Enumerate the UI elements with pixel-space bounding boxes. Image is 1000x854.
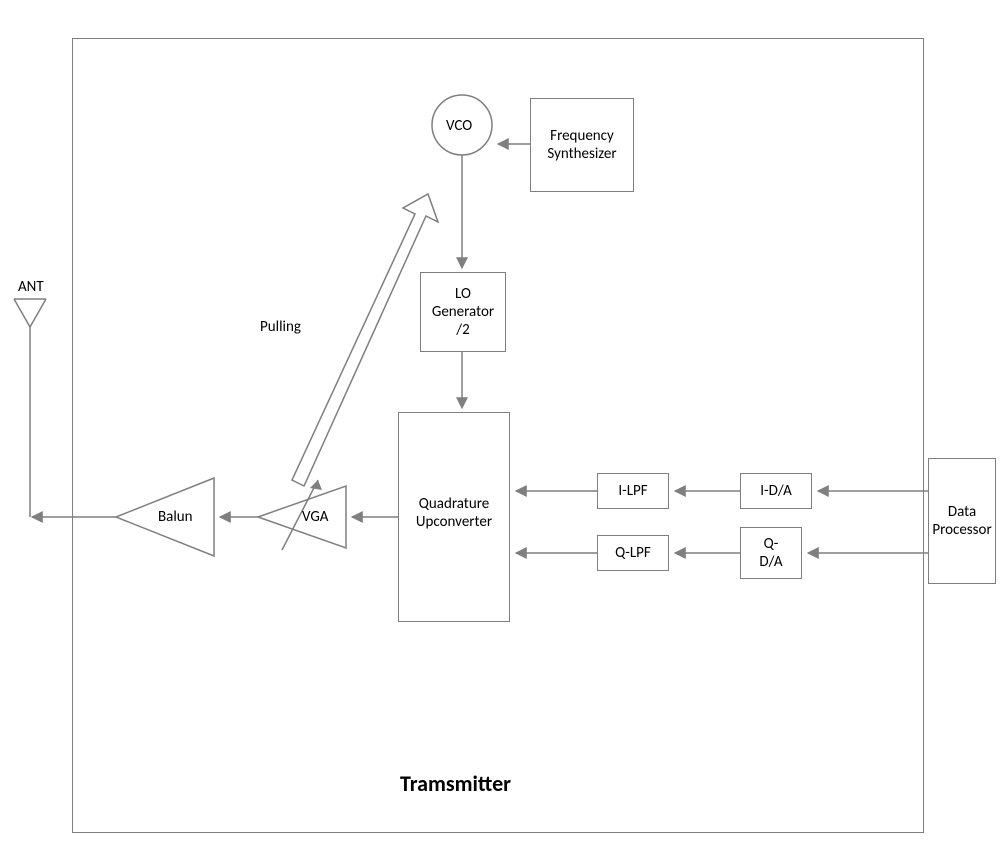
ant-label: ANT — [18, 278, 44, 296]
diagram-canvas: ANT VCO Pulling VGA Balun Frequency Synt… — [0, 0, 1000, 854]
balun-label: Balun — [158, 508, 193, 526]
freq-synth-node: Frequency Synthesizer — [530, 98, 634, 192]
q-lpf-label: Q-LPF — [615, 544, 651, 562]
q-da-node: Q- D/A — [740, 527, 802, 579]
lo-gen-label: LO Generator /2 — [432, 285, 494, 339]
i-lpf-label: I-LPF — [618, 482, 647, 500]
antenna-icon — [14, 299, 46, 517]
quad-up-label: Quadrature Upconverter — [399, 495, 509, 531]
vco-label: VCO — [446, 117, 472, 135]
i-lpf-node: I-LPF — [597, 473, 669, 509]
data-processor-node: Data Processor — [928, 458, 996, 584]
q-lpf-node: Q-LPF — [597, 535, 669, 571]
vga-label: VGA — [302, 508, 328, 526]
freq-synth-label: Frequency Synthesizer — [547, 127, 616, 163]
data-processor-label: Data Processor — [932, 503, 991, 539]
i-da-label: I-D/A — [760, 482, 792, 500]
i-da-node: I-D/A — [740, 473, 812, 509]
pulling-label: Pulling — [260, 318, 301, 336]
quad-up-node: Quadrature Upconverter — [398, 412, 510, 622]
lo-gen-node: LO Generator /2 — [420, 272, 506, 352]
q-da-label: Q- D/A — [759, 535, 782, 571]
diagram-title: Tramsmitter — [400, 770, 511, 797]
